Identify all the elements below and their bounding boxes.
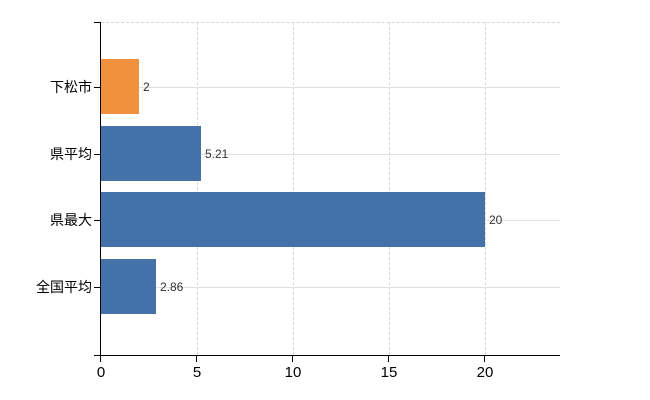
chart-bar: [101, 192, 485, 247]
x-axis-tick: [292, 355, 293, 362]
x-tick-label: 5: [192, 364, 202, 381]
bar-value-label: 5.21: [205, 147, 229, 161]
category-label: 下松市: [50, 79, 92, 95]
gridline-vertical: [197, 22, 198, 355]
y-axis-tick: [94, 220, 101, 221]
x-tick-label: 20: [476, 364, 494, 381]
y-axis-line: [100, 22, 101, 355]
bar-value-label: 2: [143, 80, 150, 94]
x-tick-label: 0: [96, 364, 106, 381]
chart-bar: [101, 126, 201, 181]
chart-bar: [101, 59, 139, 114]
x-axis-line: [94, 355, 560, 356]
bar-value-label: 2.86: [160, 280, 184, 294]
plot-top-border: [101, 22, 560, 23]
gridline-horizontal: [101, 154, 560, 155]
chart-bar: [101, 259, 156, 314]
category-label: 県平均: [50, 146, 92, 162]
category-label: 県最大: [50, 212, 92, 228]
y-axis-tick: [94, 87, 101, 88]
gridline-horizontal: [101, 287, 560, 288]
x-axis-tick: [196, 355, 197, 362]
x-axis-tick: [100, 355, 101, 362]
category-label: 全国平均: [36, 279, 92, 295]
y-axis-tick: [94, 154, 101, 155]
gridline-vertical: [485, 22, 486, 355]
y-axis-tick: [94, 287, 101, 288]
gridline-vertical: [389, 22, 390, 355]
gridline-horizontal: [101, 87, 560, 88]
x-axis-tick: [388, 355, 389, 362]
y-axis-end-tick: [94, 22, 101, 23]
x-tick-label: 10: [284, 364, 302, 381]
gridline-vertical: [293, 22, 294, 355]
x-axis-tick: [484, 355, 485, 362]
bar-value-label: 20: [489, 213, 503, 227]
x-tick-label: 15: [380, 364, 398, 381]
